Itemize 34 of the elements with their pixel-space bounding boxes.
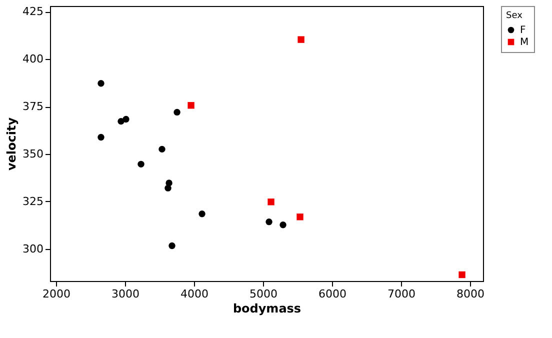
legend-title: Sex xyxy=(506,11,524,21)
point xyxy=(122,116,130,123)
x-tick-label: 6000 xyxy=(318,288,347,300)
point xyxy=(168,242,176,250)
y-axis-title: velocity xyxy=(4,117,19,171)
point xyxy=(98,80,104,87)
point xyxy=(198,210,206,218)
legend-label: F xyxy=(520,25,526,36)
y-tick-label: 425 xyxy=(22,5,44,18)
point xyxy=(188,102,194,109)
point xyxy=(458,271,466,278)
point xyxy=(138,160,144,168)
x-tick-label: 4000 xyxy=(180,288,209,300)
x-tick-label: 8000 xyxy=(456,288,485,300)
point xyxy=(280,222,286,228)
y-tick-label: 375 xyxy=(22,100,44,114)
x-tick-label: 7000 xyxy=(388,288,416,300)
x-tick-label: 2000 xyxy=(42,288,71,300)
y-tick-label: 400 xyxy=(22,52,44,66)
x-tick-label: 3000 xyxy=(112,288,140,300)
y-tick-label: 350 xyxy=(22,147,44,160)
point xyxy=(164,184,172,192)
y-tick-label: 325 xyxy=(22,194,44,208)
point xyxy=(268,198,274,206)
point xyxy=(266,218,272,226)
x-tick-label: 5000 xyxy=(250,288,278,300)
y-tick-label: 300 xyxy=(22,242,44,256)
point xyxy=(298,36,304,43)
point xyxy=(296,214,304,220)
x-axis-title: bodymass xyxy=(232,302,302,316)
point xyxy=(158,146,166,153)
point xyxy=(174,108,180,116)
point xyxy=(98,134,104,141)
legend-label: M xyxy=(520,37,529,48)
